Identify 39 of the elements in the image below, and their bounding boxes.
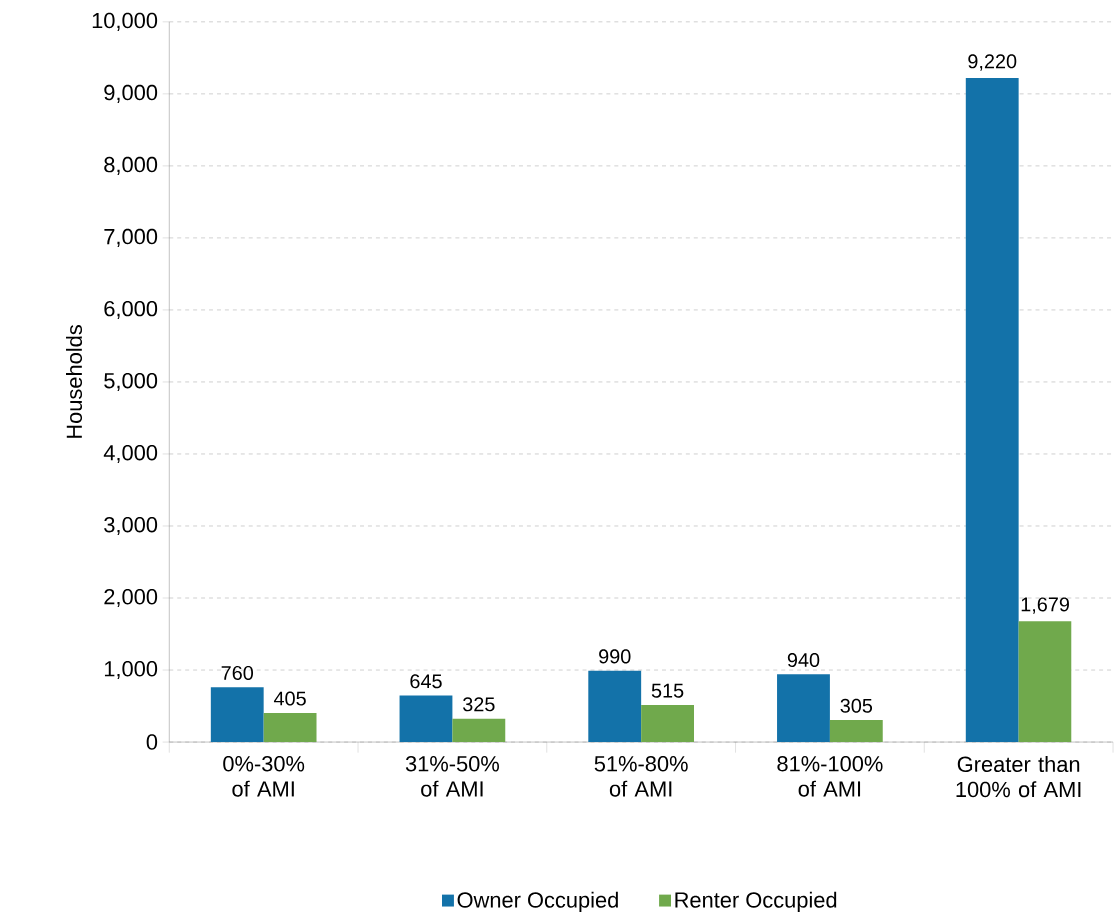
- y-tick-label: 3,000: [104, 517, 158, 536]
- bar: [1018, 621, 1072, 743]
- data-label: 405: [273, 691, 306, 706]
- x-tick-label: 51%-80% of AMI: [594, 756, 688, 797]
- bar: [641, 705, 694, 743]
- y-tick-label: 5,000: [104, 373, 158, 392]
- y-tick-label: 8,000: [104, 156, 158, 176]
- y-tick-label: 1,000: [104, 661, 158, 680]
- bar: [210, 687, 264, 743]
- legend-label: Owner Occupied: [457, 891, 618, 913]
- x-tick-label: Greater than 100% of AMI: [956, 756, 1081, 798]
- x-tick-label: 0%-30% of AMI: [223, 756, 305, 797]
- data-label: 325: [463, 697, 495, 712]
- y-tick-label: 0: [146, 734, 158, 750]
- data-label: 760: [221, 666, 254, 681]
- bar: [399, 695, 453, 743]
- bar: [452, 718, 506, 743]
- y-tick-label: 9,000: [104, 84, 158, 104]
- data-label: 645: [410, 674, 442, 689]
- bar: [263, 713, 317, 743]
- y-axis-title: Households: [66, 325, 83, 438]
- legend-label: Renter Occupied: [675, 891, 837, 913]
- data-label: 305: [840, 698, 873, 713]
- x-tick-label: 81%-100% of AMI: [777, 756, 883, 797]
- data-label: 940: [787, 653, 820, 668]
- bar: [965, 78, 1019, 743]
- bar: [588, 670, 642, 743]
- y-tick-label: 7,000: [104, 228, 158, 248]
- x-tick-label: 31%-50% of AMI: [405, 756, 499, 797]
- y-tick-label: 2,000: [104, 589, 158, 608]
- data-label: 990: [599, 649, 631, 664]
- y-tick-label: 4,000: [103, 445, 158, 464]
- bar: [777, 674, 830, 743]
- y-tick-label: 10,000: [92, 12, 158, 31]
- data-label: 9,220: [968, 54, 1017, 71]
- y-tick-label: 6,000: [104, 301, 158, 320]
- data-label: 1,679: [1021, 597, 1069, 614]
- data-label: 515: [651, 683, 684, 698]
- bar: [829, 720, 883, 743]
